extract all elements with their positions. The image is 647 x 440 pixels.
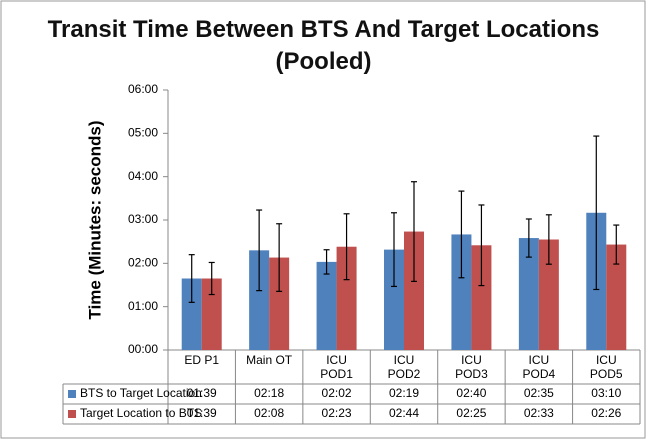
error-bar <box>593 135 600 291</box>
bar <box>269 257 290 350</box>
error-bar <box>276 223 283 292</box>
error-bar <box>343 213 350 281</box>
error-bar <box>613 224 620 265</box>
table-value: 02:44 <box>389 406 419 420</box>
legend-label: Target Location to BTS <box>80 406 202 420</box>
bar <box>471 245 492 350</box>
y-tick-label: 06:00 <box>128 82 158 96</box>
x-tick-label: ICU POD4 <box>522 353 556 381</box>
table-value: 02:19 <box>389 386 419 400</box>
y-tick-label: 00:00 <box>128 342 158 356</box>
table-value: 03:10 <box>591 386 621 400</box>
error-bar <box>525 218 532 258</box>
table-value: 02:40 <box>456 386 486 400</box>
bar <box>249 250 270 350</box>
chart-title: Transit Time Between BTS And Target Loca… <box>47 16 600 75</box>
error-bar <box>391 212 397 288</box>
bar <box>316 261 337 350</box>
table-value: 02:26 <box>591 406 621 420</box>
table-value: 02:33 <box>524 406 554 420</box>
x-tick-label: Main OT <box>246 353 293 367</box>
x-tick-label: ED P1 <box>184 353 220 367</box>
legend-swatch <box>68 390 76 398</box>
x-tick-label: ICU POD1 <box>320 353 353 381</box>
bar <box>336 246 357 350</box>
bar <box>606 244 627 350</box>
legend-swatch <box>68 410 76 418</box>
error-bar <box>545 214 552 265</box>
x-tick-label: ICU POD3 <box>455 353 488 381</box>
bar <box>538 239 559 350</box>
error-bar <box>208 261 215 296</box>
legend-label: BTS to Target Location <box>80 386 202 400</box>
y-axis-label: Time (Minutes: seconds) <box>85 121 104 320</box>
table-value: 02:23 <box>322 406 352 420</box>
table-value: 02:35 <box>524 386 554 400</box>
error-bar <box>411 181 417 282</box>
error-bar <box>478 204 485 287</box>
error-bar <box>188 254 195 303</box>
x-tick-label: ICU POD5 <box>589 353 623 381</box>
y-tick-label: 04:00 <box>128 169 158 183</box>
y-tick-label: 03:00 <box>128 212 158 226</box>
y-tick-label: 01:00 <box>128 299 158 313</box>
table-value: 02:08 <box>254 406 284 420</box>
bar <box>451 234 472 350</box>
error-bar <box>458 190 465 279</box>
error-bar <box>256 209 263 292</box>
table-value: 02:18 <box>254 386 284 400</box>
bar <box>181 278 202 350</box>
table-value: 01:39 <box>187 386 217 400</box>
table-value: 02:02 <box>322 386 352 400</box>
y-tick-label: 02:00 <box>128 256 158 270</box>
bar <box>404 231 424 350</box>
bar <box>201 278 222 350</box>
bar <box>384 249 404 350</box>
bar <box>518 238 539 350</box>
error-bar <box>323 249 330 275</box>
y-tick-label: 05:00 <box>128 126 158 140</box>
x-tick-label: ICU POD2 <box>387 353 421 381</box>
table-value: 02:25 <box>456 406 486 420</box>
table-value: 01:39 <box>187 406 217 420</box>
